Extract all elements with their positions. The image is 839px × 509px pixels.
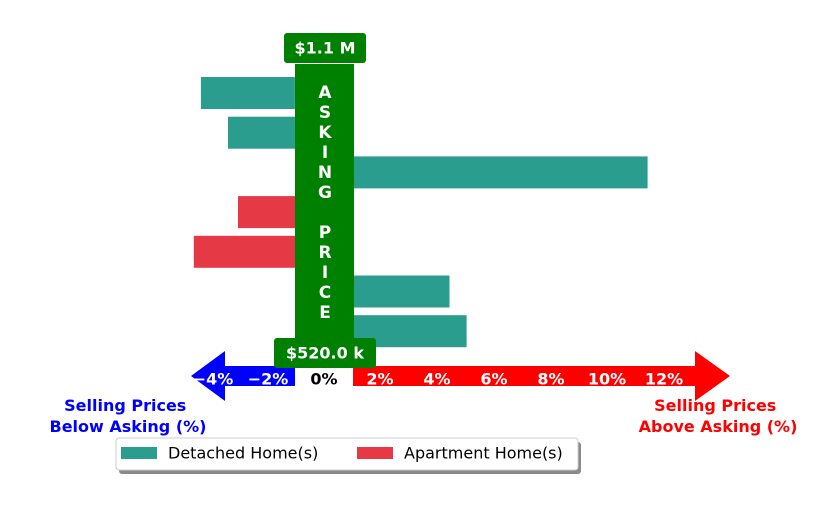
x-tick-label: 8% xyxy=(537,370,564,389)
legend-box xyxy=(115,437,579,471)
bar-detached-1 xyxy=(200,77,295,109)
legend-label-apartment: Apartment Home(s) xyxy=(404,444,563,463)
asking-price-letter: I xyxy=(322,143,328,163)
bars-layer xyxy=(193,77,648,348)
asking-price-letter: E xyxy=(319,303,331,323)
asking-price-band xyxy=(295,64,354,342)
legend-swatch-detached xyxy=(121,447,157,459)
asking-price-letter: S xyxy=(319,103,331,123)
above-asking-arrow xyxy=(353,351,730,401)
x-tick-label: 4% xyxy=(423,370,450,389)
right-caption: Selling Prices Above Asking (%) xyxy=(639,396,798,436)
asking-price-letter: N xyxy=(318,163,332,183)
asking-price-letter: A xyxy=(318,83,332,103)
asking-price-letter: C xyxy=(319,283,331,303)
x-tick-label: 6% xyxy=(480,370,507,389)
top-price-label: $1.1 M xyxy=(295,39,356,58)
bar-detached-2 xyxy=(228,116,295,149)
legend-swatch-apartment xyxy=(357,447,393,459)
x-tick-label: −2% xyxy=(248,370,289,389)
legend-label-detached: Detached Home(s) xyxy=(168,444,318,463)
below-asking-arrow xyxy=(191,351,295,401)
asking-price-letter: R xyxy=(318,243,331,263)
bottom-price-label: $520.0 k xyxy=(286,344,364,363)
left-caption-line-1: Selling Prices xyxy=(64,396,186,415)
legend: Detached Home(s) Apartment Home(s) xyxy=(115,437,581,474)
left-caption: Selling Prices Below Asking (%) xyxy=(50,396,207,436)
x-tick-label: 2% xyxy=(366,370,393,389)
asking-price-letter: I xyxy=(322,263,328,283)
bottom-price-box xyxy=(274,338,376,368)
x-tick-label: −4% xyxy=(193,370,234,389)
asking-price-letter: K xyxy=(318,123,332,143)
bar-apartment-4 xyxy=(238,196,295,229)
bar-apartment-5 xyxy=(193,235,295,268)
right-caption-line-1: Selling Prices xyxy=(654,396,776,415)
x-tick-label: 10% xyxy=(588,370,626,389)
asking-price-letter: G xyxy=(318,183,332,203)
x-tick-label: 12% xyxy=(645,370,683,389)
bar-detached-6 xyxy=(354,275,450,308)
left-caption-line-2: Below Asking (%) xyxy=(50,417,207,436)
top-price-box xyxy=(284,33,366,63)
x-axis-ticks: −4% −2% 0% 2% 4% 6% 8% 10% 12% xyxy=(193,370,683,389)
right-caption-line-2: Above Asking (%) xyxy=(639,417,798,436)
asking-price-letter: P xyxy=(319,223,331,243)
bar-detached-3 xyxy=(354,156,648,189)
x-tick-label: 0% xyxy=(310,370,337,389)
